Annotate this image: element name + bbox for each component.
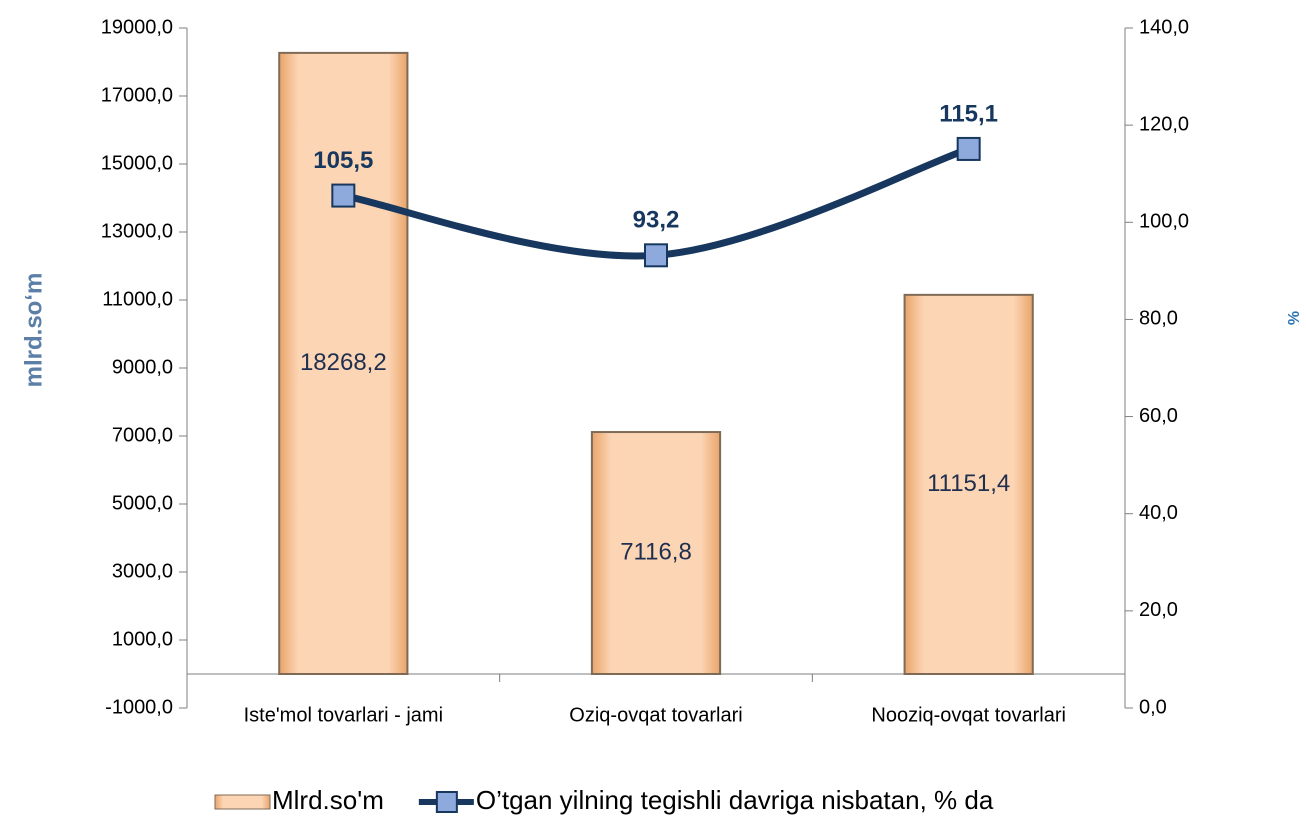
line-value-label: 115,1 <box>939 100 998 127</box>
y-tick-label: -1000,0 <box>105 696 173 718</box>
bar <box>278 51 409 675</box>
y2-axis-title: % <box>1286 311 1303 325</box>
y-tick-label: 17000,0 <box>101 84 173 106</box>
y2-tick-label: 140,0 <box>1139 16 1189 38</box>
x-tick-label: Iste'mol tovarlari - jami <box>244 704 443 726</box>
y-tick-label: 19000,0 <box>101 16 173 38</box>
y-tick-label: 11000,0 <box>102 288 173 310</box>
line <box>342 145 970 260</box>
y2-tick-label: 40,0 <box>1139 502 1178 524</box>
legend-swatch <box>214 794 271 810</box>
line-value-label: 105,5 <box>313 147 373 174</box>
legend-label: Mlrd.so'm <box>272 785 384 815</box>
y2-tick-label: 60,0 <box>1139 405 1178 427</box>
y-tick-label: 1000,0 <box>112 628 173 650</box>
bar-value-label: 7116,8 <box>620 538 692 565</box>
y-tick-label: 13000,0 <box>101 220 173 242</box>
line-marker <box>956 136 981 161</box>
legend-label: O’tgan yilning tegishli davriga nisbatan… <box>476 785 994 815</box>
bar-value-label: 18268,2 <box>300 349 387 376</box>
x-tick-label: Oziq-ovqat tovarlari <box>569 704 742 726</box>
y-tick-label: 5000,0 <box>112 492 173 514</box>
x-tick-label: Nooziq-ovqat tovarlari <box>871 704 1066 726</box>
y2-tick-label: 100,0 <box>1139 211 1189 233</box>
y-axis-title: mlrd.so‘m <box>20 273 47 388</box>
y-tick-label: 7000,0 <box>112 424 173 446</box>
y2-tick-label: 80,0 <box>1139 308 1178 330</box>
bar <box>903 293 1034 675</box>
y2-tick-label: 120,0 <box>1139 113 1189 135</box>
y2-tick-label: 0,0 <box>1139 696 1167 718</box>
line-value-label: 93,2 <box>633 207 680 234</box>
y-tick-label: 3000,0 <box>112 560 173 582</box>
bar <box>590 431 722 676</box>
y2-tick-label: 20,0 <box>1139 599 1178 621</box>
legend-swatch-marker <box>435 791 458 813</box>
y-tick-label: 9000,0 <box>112 356 173 378</box>
bar-value-label: 11151,4 <box>927 470 1010 497</box>
y-tick-label: 15000,0 <box>101 152 173 174</box>
line-marker <box>331 183 356 208</box>
line-marker <box>644 243 668 268</box>
